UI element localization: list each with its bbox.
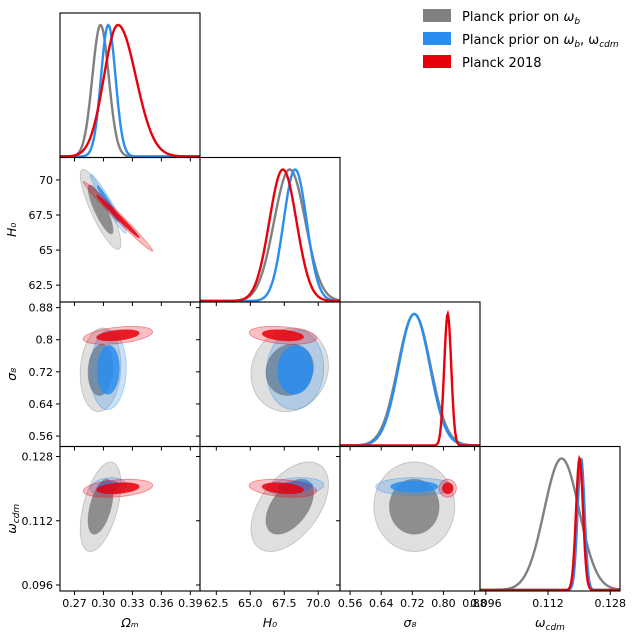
contour-68-series-2 (441, 482, 454, 495)
contour-68-series-1 (96, 345, 120, 395)
panel-H0-s8 (248, 325, 329, 413)
y-tick-label: 0.64 (29, 398, 54, 411)
y-tick-label: 0.8 (36, 334, 54, 347)
panel-Om-H0 (79, 168, 154, 252)
contour-68-series-2 (261, 329, 304, 342)
x-axis-label: H₀ (263, 615, 277, 630)
contour-68-series-2 (261, 482, 304, 495)
panel-1d-Om (60, 23, 200, 158)
y-tick-label: 70 (39, 174, 53, 187)
contour-68-series-0 (265, 478, 314, 535)
pdf-curve-series-2 (200, 168, 340, 302)
x-tick-label: 65.0 (238, 597, 263, 610)
contour-68-series-0 (87, 184, 114, 235)
contour-68-series-2 (96, 482, 140, 495)
y-tick-label: 0.72 (29, 366, 54, 379)
x-tick-label: 0.39 (178, 597, 203, 610)
x-tick-label: 0.56 (338, 597, 363, 610)
pdf-curve-series-0 (340, 312, 480, 447)
legend-item-0: Planck prior on ωb (423, 9, 580, 27)
panel-frame (479, 445, 621, 592)
x-tick-label: 0.112 (532, 597, 564, 610)
x-tick-label: 0.72 (400, 597, 425, 610)
contour-68-series-1 (390, 480, 439, 493)
legend-label: Planck 2018 (462, 56, 542, 71)
x-tick-label: 67.5 (272, 597, 297, 610)
legend-swatch (423, 9, 451, 22)
pdf-curve-series-0 (480, 457, 620, 591)
legend: Planck prior on ωb Planck prior on ωb, ωc… (423, 9, 619, 71)
y-tick-label: 0.112 (22, 515, 54, 528)
panels: 0.27 0.30 0.33 0.36 0.39 Ωₘ 62.5 65.0 67.5 70.0 H₀… (4, 12, 627, 633)
x-tick-label: 0.80 (431, 597, 456, 610)
x-tick-label: 62.5 (204, 597, 229, 610)
pdf-curve-series-1 (60, 23, 200, 158)
pdf-curve-series-2 (60, 23, 200, 158)
panel-frame (59, 12, 201, 159)
contour-68-series-2 (96, 194, 140, 239)
legend-label: Planck prior on ωb, ωcdm (462, 33, 619, 50)
panel-frame (339, 301, 481, 448)
pdf-curve-series-0 (60, 23, 200, 158)
x-axis-label: ωcdm (535, 615, 565, 633)
y-axis-label: H₀ (4, 223, 19, 237)
x-tick-label: 0.128 (595, 597, 627, 610)
panel-s8-wcdm (373, 461, 457, 552)
y-tick-label: 62.5 (29, 279, 54, 292)
x-tick-label: 0.30 (91, 597, 116, 610)
x-tick-label: 0.36 (149, 597, 174, 610)
pdf-curve-series-1 (480, 457, 620, 591)
pdf-curve-series-2 (340, 309, 480, 447)
x-axis-label: σ₈ (404, 615, 417, 630)
panel-1d-wcdm (480, 454, 620, 591)
contour-68-series-1 (277, 345, 314, 395)
y-tick-label: 0.88 (29, 302, 54, 315)
x-tick-label: 0.33 (120, 597, 145, 610)
y-tick-label: 0.096 (22, 579, 54, 592)
legend-item-2: Planck 2018 (423, 55, 542, 71)
x-tick-label: 0.88 (462, 597, 487, 610)
contour-68-series-2 (96, 329, 140, 342)
y-tick-label: 65 (39, 244, 53, 257)
y-axis-label: σ₈ (4, 368, 19, 381)
x-tick-label: 0.64 (369, 597, 394, 610)
panel-H0-wcdm (248, 461, 329, 552)
x-tick-label: 0.096 (470, 597, 502, 610)
x-tick-label: 0.27 (62, 597, 87, 610)
panel-1d-H0 (200, 168, 340, 302)
y-tick-label: 67.5 (29, 209, 54, 222)
panel-1d-s8 (340, 309, 480, 447)
panel-Om-s8 (79, 325, 154, 413)
y-axis-label: ωcdm (4, 504, 22, 534)
legend-label: Planck prior on ωb (462, 10, 580, 27)
legend-swatch (423, 55, 451, 68)
pdf-curve-series-1 (340, 312, 480, 447)
y-tick-label: 0.128 (22, 451, 54, 464)
legend-swatch (423, 32, 451, 45)
y-tick-label: 0.56 (29, 430, 54, 443)
x-axis-label: Ωₘ (120, 615, 139, 630)
pdf-curve-series-2 (480, 454, 620, 591)
legend-item-1: Planck prior on ωb, ωcdm (423, 32, 619, 50)
panel-Om-wcdm (79, 461, 154, 552)
x-tick-label: 70.0 (306, 597, 331, 610)
pdf-curve-series-0 (200, 168, 340, 302)
